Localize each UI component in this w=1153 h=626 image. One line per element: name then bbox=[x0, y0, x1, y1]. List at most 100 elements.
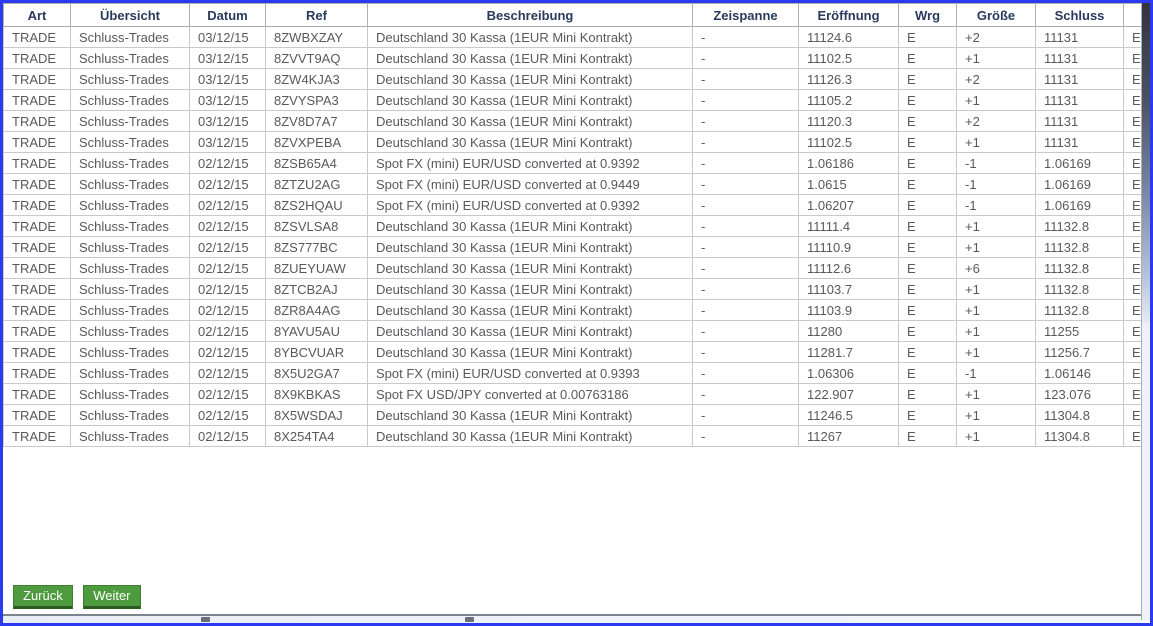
cell-wrg: E bbox=[898, 425, 957, 447]
table-row: TRADE Schluss-Trades 03/12/15 8ZVXPEBA Deuts… bbox=[3, 131, 1150, 153]
cell-eroeffnung: 11110.9 bbox=[798, 236, 899, 258]
column-header-wrg: Wrg bbox=[898, 3, 957, 27]
cell-eroeffnung: 1.06186 bbox=[798, 152, 899, 174]
cell-wrg: E bbox=[898, 26, 957, 48]
table-row: TRADE Schluss-Trades 02/12/15 8X254TA4 Deuts… bbox=[3, 425, 1150, 447]
cell-art: TRADE bbox=[3, 362, 71, 384]
cell-schluss: 11131 bbox=[1035, 68, 1124, 90]
cell-groesse: +2 bbox=[956, 68, 1036, 90]
cell-wrg: E bbox=[898, 110, 957, 132]
cell-schluss: 11132.8 bbox=[1035, 278, 1124, 300]
cell-beschreibung: Deutschland 30 Kassa (1EUR Mini Kontrakt… bbox=[367, 299, 693, 321]
cell-uebersicht: Schluss-Trades bbox=[70, 68, 190, 90]
cell-wrg: E bbox=[898, 257, 957, 279]
table-row: TRADE Schluss-Trades 02/12/15 8YBCVUAR Deuts… bbox=[3, 341, 1150, 363]
cell-art: TRADE bbox=[3, 173, 71, 195]
cell-ref: 8ZS2HQAU bbox=[265, 194, 368, 216]
cell-uebersicht: Schluss-Trades bbox=[70, 152, 190, 174]
cell-eroeffnung: 11120.3 bbox=[798, 110, 899, 132]
cell-uebersicht: Schluss-Trades bbox=[70, 89, 190, 111]
cell-ref: 8ZTZU2AG bbox=[265, 173, 368, 195]
cell-schluss: 11131 bbox=[1035, 89, 1124, 111]
cell-datum: 02/12/15 bbox=[189, 215, 266, 237]
cell-ref: 8YBCVUAR bbox=[265, 341, 368, 363]
cell-schluss: 11304.8 bbox=[1035, 425, 1124, 447]
cell-zeispanne: - bbox=[692, 278, 799, 300]
cell-zeispanne: - bbox=[692, 341, 799, 363]
cell-groesse: -1 bbox=[956, 173, 1036, 195]
horizontal-scrollbar[interactable] bbox=[3, 614, 1141, 623]
cell-beschreibung: Deutschland 30 Kassa (1EUR Mini Kontrakt… bbox=[367, 215, 693, 237]
cell-groesse: +1 bbox=[956, 215, 1036, 237]
trade-history-table: Art Übersicht Datum Ref Beschreibung Zeispann… bbox=[3, 3, 1150, 447]
cell-zeispanne: - bbox=[692, 173, 799, 195]
cell-beschreibung: Spot FX (mini) EUR/USD converted at 0.93… bbox=[367, 362, 693, 384]
cell-ref: 8YAVU5AU bbox=[265, 320, 368, 342]
cell-groesse: +1 bbox=[956, 425, 1036, 447]
cell-ref: 8ZVYSPA3 bbox=[265, 89, 368, 111]
cell-eroeffnung: 11280 bbox=[798, 320, 899, 342]
cell-ref: 8ZW4KJA3 bbox=[265, 68, 368, 90]
cell-uebersicht: Schluss-Trades bbox=[70, 26, 190, 48]
cell-zeispanne: - bbox=[692, 89, 799, 111]
cell-ref: 8ZVXPEBA bbox=[265, 131, 368, 153]
cell-zeispanne: - bbox=[692, 194, 799, 216]
column-header-beschreibung: Beschreibung bbox=[367, 3, 693, 27]
cell-ref: 8X5WSDAJ bbox=[265, 404, 368, 426]
cell-groesse: +1 bbox=[956, 236, 1036, 258]
cell-ref: 8ZUEYUAW bbox=[265, 257, 368, 279]
vertical-scrollbar-thumb[interactable] bbox=[1142, 3, 1150, 323]
cell-uebersicht: Schluss-Trades bbox=[70, 362, 190, 384]
cell-zeispanne: - bbox=[692, 299, 799, 321]
cell-groesse: +1 bbox=[956, 278, 1036, 300]
cell-zeispanne: - bbox=[692, 215, 799, 237]
cell-schluss: 11256.7 bbox=[1035, 341, 1124, 363]
cell-eroeffnung: 11111.4 bbox=[798, 215, 899, 237]
cell-art: TRADE bbox=[3, 26, 71, 48]
vertical-scrollbar[interactable] bbox=[1141, 3, 1150, 620]
cell-schluss: 11131 bbox=[1035, 110, 1124, 132]
cell-beschreibung: Deutschland 30 Kassa (1EUR Mini Kontrakt… bbox=[367, 47, 693, 69]
cell-datum: 02/12/15 bbox=[189, 236, 266, 258]
table-row: TRADE Schluss-Trades 02/12/15 8ZS2HQAU Spot … bbox=[3, 194, 1150, 216]
horizontal-scrollbar-mark bbox=[465, 617, 474, 622]
cell-wrg: E bbox=[898, 278, 957, 300]
cell-uebersicht: Schluss-Trades bbox=[70, 131, 190, 153]
cell-art: TRADE bbox=[3, 278, 71, 300]
cell-schluss: 1.06169 bbox=[1035, 194, 1124, 216]
cell-beschreibung: Spot FX (mini) EUR/USD converted at 0.94… bbox=[367, 173, 693, 195]
cell-eroeffnung: 122.907 bbox=[798, 383, 899, 405]
cell-uebersicht: Schluss-Trades bbox=[70, 320, 190, 342]
cell-schluss: 11304.8 bbox=[1035, 404, 1124, 426]
cell-beschreibung: Deutschland 30 Kassa (1EUR Mini Kontrakt… bbox=[367, 425, 693, 447]
cell-beschreibung: Deutschland 30 Kassa (1EUR Mini Kontrakt… bbox=[367, 89, 693, 111]
cell-wrg: E bbox=[898, 341, 957, 363]
table-row: TRADE Schluss-Trades 02/12/15 8X9KBKAS Spot … bbox=[3, 383, 1150, 405]
cell-art: TRADE bbox=[3, 236, 71, 258]
back-button[interactable]: Zurück bbox=[13, 585, 73, 609]
cell-wrg: E bbox=[898, 152, 957, 174]
cell-zeispanne: - bbox=[692, 110, 799, 132]
cell-datum: 03/12/15 bbox=[189, 110, 266, 132]
table-row: TRADE Schluss-Trades 03/12/15 8ZVVT9AQ Deuts… bbox=[3, 47, 1150, 69]
cell-uebersicht: Schluss-Trades bbox=[70, 47, 190, 69]
cell-eroeffnung: 11102.5 bbox=[798, 47, 899, 69]
cell-schluss: 11132.8 bbox=[1035, 299, 1124, 321]
next-button[interactable]: Weiter bbox=[83, 585, 141, 609]
cell-schluss: 123.076 bbox=[1035, 383, 1124, 405]
table-row: TRADE Schluss-Trades 02/12/15 8ZSVLSA8 Deuts… bbox=[3, 215, 1150, 237]
cell-groesse: +1 bbox=[956, 383, 1036, 405]
cell-beschreibung: Deutschland 30 Kassa (1EUR Mini Kontrakt… bbox=[367, 236, 693, 258]
cell-eroeffnung: 11103.9 bbox=[798, 299, 899, 321]
cell-eroeffnung: 11126.3 bbox=[798, 68, 899, 90]
cell-uebersicht: Schluss-Trades bbox=[70, 194, 190, 216]
cell-schluss: 11131 bbox=[1035, 47, 1124, 69]
table-row: TRADE Schluss-Trades 03/12/15 8ZWBXZAY Deuts… bbox=[3, 26, 1150, 48]
cell-beschreibung: Spot FX USD/JPY converted at 0.00763186 bbox=[367, 383, 693, 405]
cell-uebersicht: Schluss-Trades bbox=[70, 257, 190, 279]
cell-beschreibung: Deutschland 30 Kassa (1EUR Mini Kontrakt… bbox=[367, 68, 693, 90]
cell-art: TRADE bbox=[3, 152, 71, 174]
cell-beschreibung: Deutschland 30 Kassa (1EUR Mini Kontrakt… bbox=[367, 320, 693, 342]
cell-ref: 8ZWBXZAY bbox=[265, 26, 368, 48]
cell-art: TRADE bbox=[3, 404, 71, 426]
